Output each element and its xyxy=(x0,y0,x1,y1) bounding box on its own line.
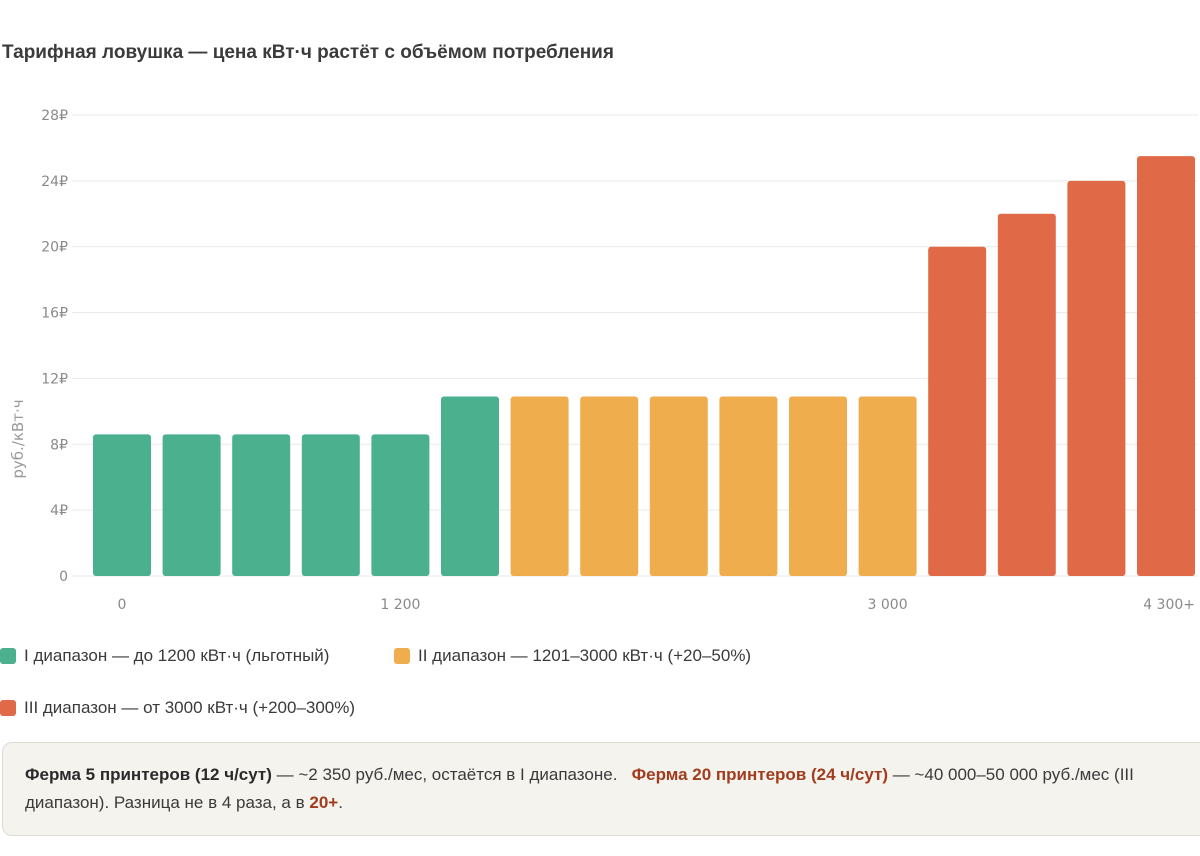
y-axis-label: руб./кВт·ч xyxy=(9,399,27,478)
bar xyxy=(858,396,917,576)
legend-swatch-range-1 xyxy=(0,648,16,664)
bar xyxy=(649,396,708,576)
bar xyxy=(510,396,569,576)
note-multiplier: 20+ xyxy=(309,793,339,812)
y-tick-label: 4₽ xyxy=(50,503,68,519)
y-tick-label: 8₽ xyxy=(50,437,68,453)
legend-label-range-3: III диапазон — от 3000 кВт·ч (+200–300%) xyxy=(24,698,356,717)
legend-item-range-2: II диапазон — 1201–3000 кВт·ч (+20–50%) xyxy=(394,646,751,666)
x-tick-label: 0 xyxy=(118,597,127,613)
y-tick-label: 16₽ xyxy=(41,306,68,322)
legend-swatch-range-2 xyxy=(394,648,410,664)
bar-chart: 0 4₽ 8₽ 12₽ 16₽ 20₽ 24₽ 28₽ руб./кВт·ч 0 1 200 3 … xyxy=(9,108,1198,613)
bar xyxy=(371,434,430,576)
note-farm-large: Ферма 20 принтеров (24 ч/сут) xyxy=(631,765,888,784)
y-tick-label: 12₽ xyxy=(41,371,68,387)
y-tick-label: 0 xyxy=(59,569,68,585)
x-tick-label: 1 200 xyxy=(380,597,420,613)
note-farm-small: Ферма 5 принтеров (12 ч/сут) xyxy=(25,765,272,784)
bars xyxy=(93,156,1195,576)
legend-item-range-1: I диапазон — до 1200 кВт·ч (льготный) xyxy=(0,646,329,666)
bar xyxy=(928,246,987,576)
bar xyxy=(1137,156,1195,576)
note-text-1: — ~2 350 руб./мес, остаётся в I диапазон… xyxy=(271,765,618,784)
bar xyxy=(580,396,639,576)
bar xyxy=(301,434,360,576)
y-tick-label: 20₽ xyxy=(41,240,68,256)
legend-swatch-range-3 xyxy=(0,700,16,716)
bar xyxy=(232,434,291,576)
bar xyxy=(441,396,499,576)
bar xyxy=(1067,180,1126,576)
bar xyxy=(789,396,847,576)
note-text-2: — ~40 000–50 000 руб./мес (III диапазон)… xyxy=(25,765,1134,812)
y-tick-label: 28₽ xyxy=(41,108,68,124)
legend-item-range-3: III диапазон — от 3000 кВт·ч (+200–300%) xyxy=(0,698,355,718)
x-tick-label: 3 000 xyxy=(868,597,908,613)
x-axis-ticks: 0 1 200 3 000 4 300+ xyxy=(118,597,1195,613)
chart-title: Тарифная ловушка — цена кВт·ч растёт с о… xyxy=(2,42,614,63)
legend-label-range-2: II диапазон — 1201–3000 кВт·ч (+20–50%) xyxy=(418,646,752,665)
x-tick-label: 4 300+ xyxy=(1143,597,1195,613)
note-text-end: . xyxy=(338,793,343,812)
y-tick-label: 24₽ xyxy=(41,174,68,190)
bar xyxy=(719,396,778,576)
legend-label-range-1: I диапазон — до 1200 кВт·ч (льготный) xyxy=(24,646,330,665)
bar xyxy=(93,434,151,576)
bar xyxy=(162,434,221,576)
y-axis-ticks: 0 4₽ 8₽ 12₽ 16₽ 20₽ 24₽ 28₽ xyxy=(41,108,68,585)
comparison-note: Ферма 5 принтеров (12 ч/сут) — ~2 350 ру… xyxy=(2,742,1200,836)
bar xyxy=(997,213,1056,576)
